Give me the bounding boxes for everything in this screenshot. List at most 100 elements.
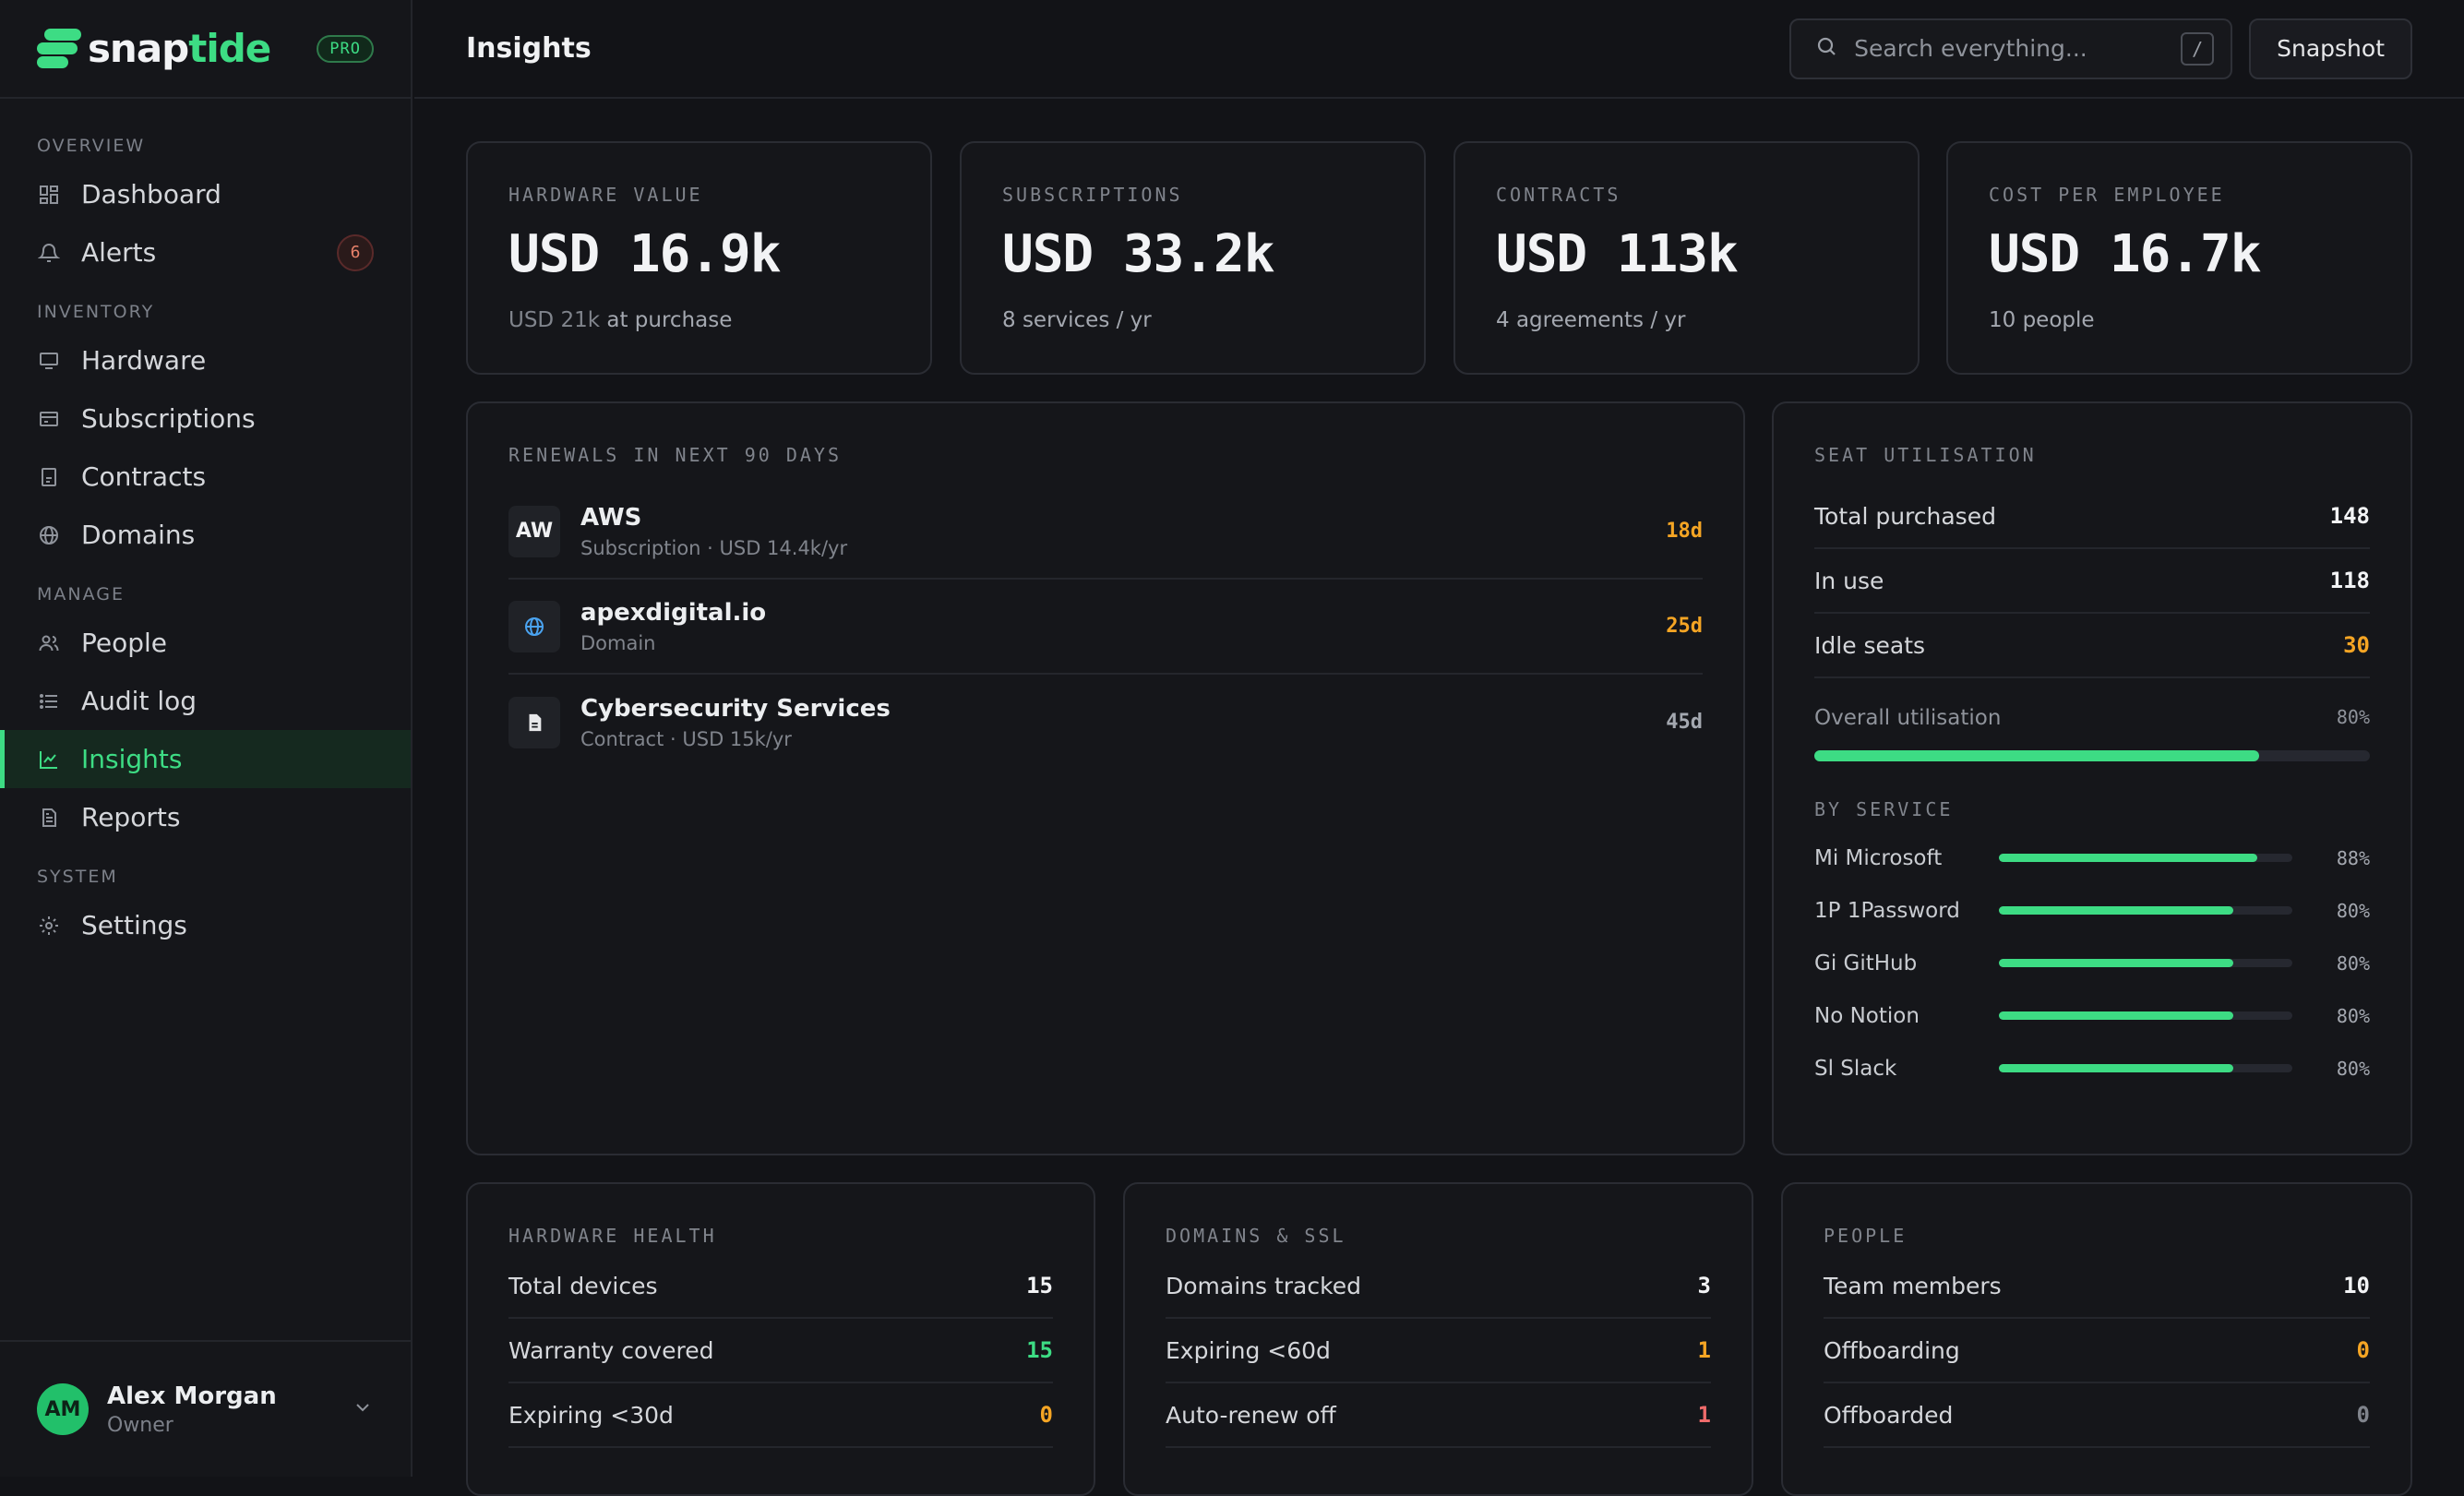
page-title: Insights [466, 32, 592, 65]
stat-row-domains-tracked: Domains tracked 3 [1166, 1254, 1711, 1319]
stat-row-expiring-60d: Expiring <60d 1 [1166, 1319, 1711, 1383]
service-row-1password: 1P 1Password 80% [1814, 898, 2370, 923]
contract-icon [37, 465, 61, 489]
sidebar-nav: OVERVIEW Dashboard Alerts 6 INVENTORY Ha… [0, 99, 411, 954]
user-name: Alex Morgan [107, 1382, 277, 1410]
kpi-sub: USD 21k at purchase [508, 308, 733, 332]
kpi-label: SUBSCRIPTIONS [1002, 184, 1183, 206]
renewals-card: RENEWALS IN NEXT 90 DAYS AW AWS Subscrip… [466, 401, 1745, 1155]
globe-icon [37, 523, 61, 547]
kpi-value: USD 33.2k [1002, 224, 1274, 284]
renewal-row-aws[interactable]: AW AWS Subscription · USD 14.4k/yr 18d [508, 485, 1703, 580]
renewals-label: RENEWALS IN NEXT 90 DAYS [508, 444, 842, 466]
sidebar-item-reports[interactable]: Reports [0, 788, 411, 846]
sidebar-item-settings[interactable]: Settings [0, 896, 411, 954]
sidebar-item-audit-log[interactable]: Audit log [0, 672, 411, 730]
sidebar-item-label: Insights [81, 744, 183, 774]
kpi-sub: 8 services / yr [1002, 308, 1152, 332]
seat-label: SEAT UTILISATION [1814, 444, 2037, 466]
user-menu[interactable]: AM Alex Morgan Owner [0, 1340, 411, 1477]
dashboard-icon [37, 183, 61, 207]
seat-utilisation-card: SEAT UTILISATION Total purchased 148 In u… [1772, 401, 2412, 1155]
sidebar-item-label: Hardware [81, 345, 207, 376]
sidebar-item-domains[interactable]: Domains [0, 506, 411, 564]
stat-row-total-purchased: Total purchased 148 [1814, 485, 2370, 549]
sidebar-item-dashboard[interactable]: Dashboard [0, 165, 411, 223]
search-input[interactable]: Search everything... / [1789, 18, 2233, 79]
kpi-card-cost-per-employee: COST PER EMPLOYEE USD 16.7k 10 people [1946, 141, 2412, 375]
renewal-days: 25d [1666, 615, 1703, 638]
pro-badge: PRO [317, 34, 374, 63]
snaptide-logo-icon [37, 26, 81, 72]
sidebar-item-alerts[interactable]: Alerts 6 [0, 223, 411, 281]
avatar: AM [37, 1383, 89, 1435]
sidebar-item-hardware[interactable]: Hardware [0, 331, 411, 389]
service-bar-fill [1999, 1011, 2234, 1020]
search-icon [1815, 35, 1837, 63]
sidebar-item-label: Dashboard [81, 179, 221, 209]
stat-row-idle-seats: Idle seats 30 [1814, 614, 2370, 678]
renewal-title: apexdigital.io [580, 598, 767, 627]
service-row-slack: Sl Slack 80% [1814, 1056, 2370, 1081]
bell-icon [37, 241, 61, 265]
hardware-health-card: HARDWARE HEALTH Total devices 15 Warranty… [466, 1182, 1095, 1496]
sidebar-item-label: Settings [81, 910, 187, 940]
brand-name: snaptide [87, 26, 271, 71]
card-icon [37, 407, 61, 431]
domains-ssl-card: DOMAINS & SSL Domains tracked 3 Expiring … [1123, 1182, 1753, 1496]
user-role: Owner [107, 1413, 173, 1437]
brand[interactable]: snaptide PRO [0, 0, 411, 99]
service-bar-fill [1999, 1064, 2234, 1072]
kpi-card-subscriptions: SUBSCRIPTIONS USD 33.2k 8 services / yr [960, 141, 1426, 375]
renewal-sub: Subscription · USD 14.4k/yr [580, 536, 848, 559]
snapshot-button[interactable]: Snapshot [2249, 18, 2412, 79]
globe-icon [508, 600, 560, 652]
list-icon [37, 689, 61, 713]
kpi-sub: 4 agreements / yr [1496, 308, 1686, 332]
sidebar-item-label: Domains [81, 520, 196, 550]
search-shortcut-key: / [2181, 31, 2215, 66]
nav-section-title: MANAGE [37, 584, 125, 604]
kpi-label: COST PER EMPLOYEE [1989, 184, 2225, 206]
service-row-notion: No Notion 80% [1814, 1003, 2370, 1028]
nav-section-title: INVENTORY [37, 302, 155, 322]
renewal-row-apexdigital[interactable]: apexdigital.io Domain 25d [508, 580, 1703, 675]
sidebar: snaptide PRO OVERVIEW Dashboard Alerts 6… [0, 0, 413, 1477]
overall-utilisation-bar [1814, 750, 2370, 761]
search-placeholder: Search everything... [1854, 35, 2087, 62]
people-label: PEOPLE [1824, 1225, 1908, 1247]
nav-section-title: OVERVIEW [37, 136, 146, 156]
renewal-row-cybersecurity[interactable]: Cybersecurity Services Contract · USD 15… [508, 675, 1703, 770]
people-icon [37, 631, 61, 655]
report-icon [37, 806, 61, 830]
overall-utilisation-fill [1814, 750, 2259, 761]
sidebar-item-contracts[interactable]: Contracts [0, 448, 411, 506]
stat-row-offboarding: Offboarding 0 [1824, 1319, 2370, 1383]
stat-row-in-use: In use 118 [1814, 549, 2370, 614]
service-bar-fill [1999, 906, 2234, 915]
kpi-value: USD 113k [1496, 224, 1739, 284]
sidebar-item-label: Reports [81, 802, 181, 832]
alerts-count-badge: 6 [337, 233, 374, 271]
kpi-sub: 10 people [1989, 308, 2095, 332]
kpi-label: HARDWARE VALUE [508, 184, 703, 206]
document-icon [508, 696, 560, 748]
hardware-health-label: HARDWARE HEALTH [508, 1225, 717, 1247]
service-bar-fill [1999, 854, 2257, 862]
sidebar-item-label: Alerts [81, 237, 157, 268]
overall-utilisation: Overall utilisation 80% [1814, 706, 2370, 730]
sidebar-item-people[interactable]: People [0, 614, 411, 672]
chevron-down-icon[interactable] [352, 1396, 374, 1422]
stat-row-warranty-covered: Warranty covered 15 [508, 1319, 1053, 1383]
kpi-card-contracts: CONTRACTS USD 113k 4 agreements / yr [1453, 141, 1920, 375]
by-service-label: BY SERVICE [1814, 798, 1954, 820]
sidebar-item-label: Audit log [81, 686, 197, 716]
stat-row-offboarded: Offboarded 0 [1824, 1383, 2370, 1448]
renewal-title: AWS [580, 503, 642, 532]
sidebar-item-insights[interactable]: Insights [0, 730, 411, 788]
stat-row-expiring-30d: Expiring <30d 0 [508, 1383, 1053, 1448]
service-row-microsoft: Mi Microsoft 88% [1814, 845, 2370, 870]
chart-icon [37, 748, 61, 772]
sidebar-item-subscriptions[interactable]: Subscriptions [0, 389, 411, 448]
stat-row-total-devices: Total devices 15 [508, 1254, 1053, 1319]
